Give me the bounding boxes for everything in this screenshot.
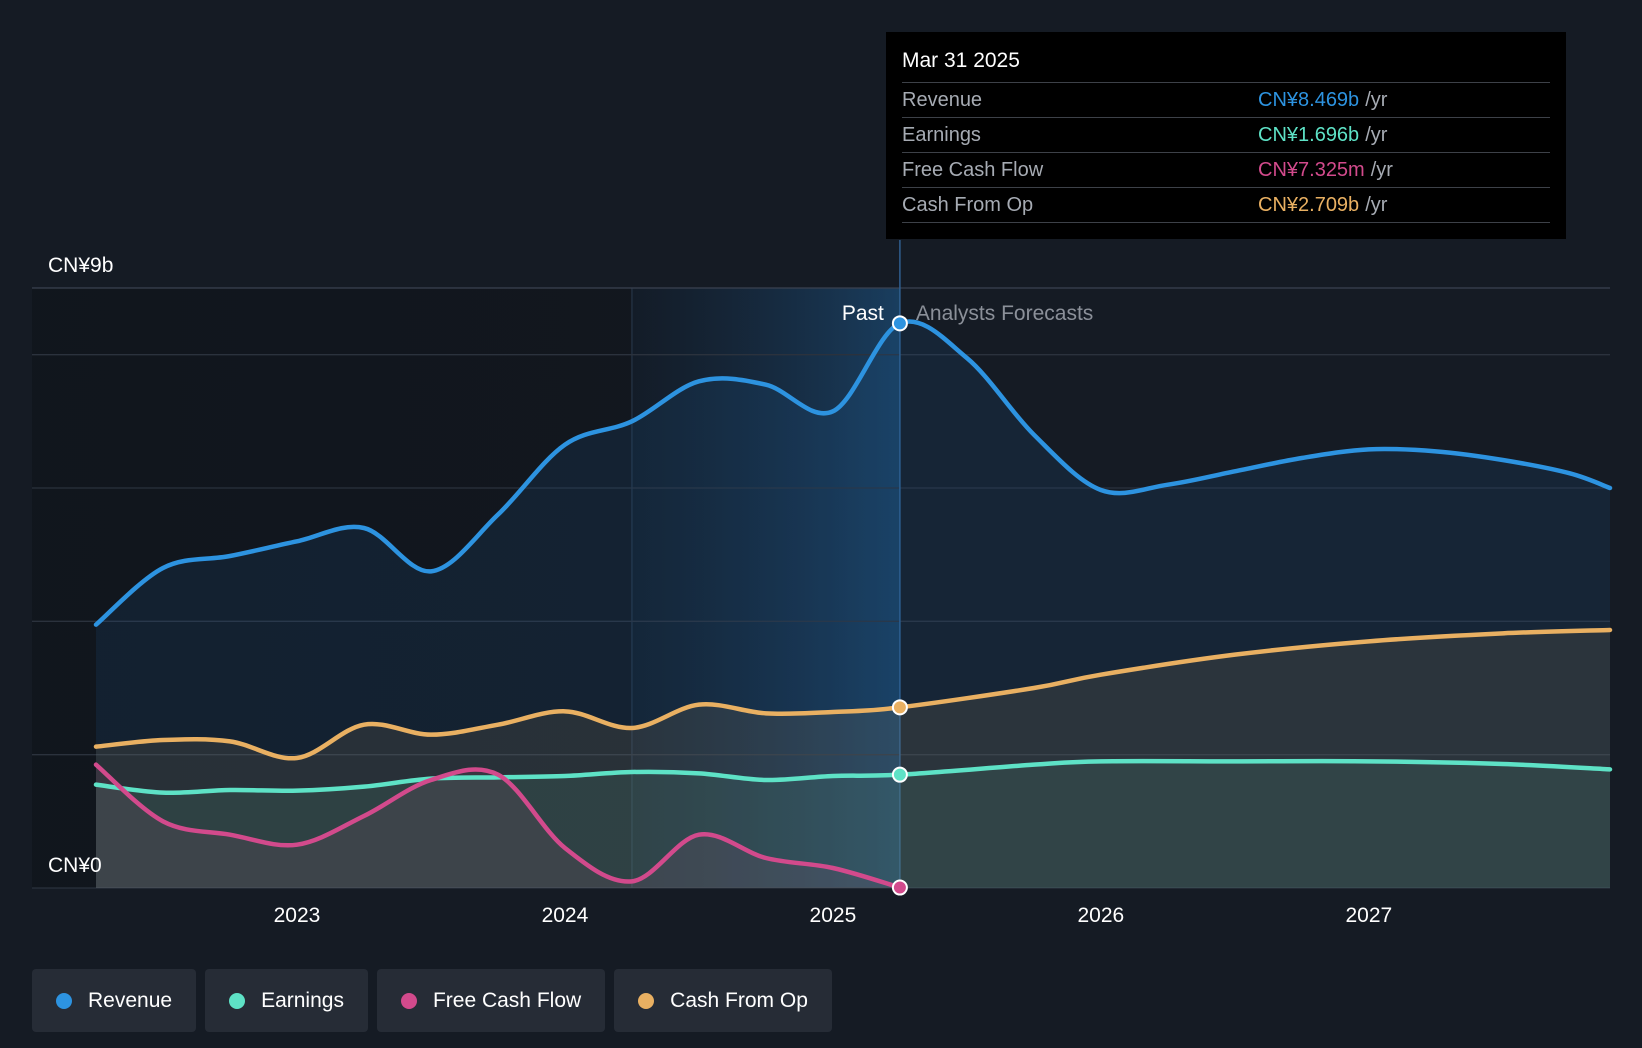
- x-tick-label: 2024: [542, 904, 589, 927]
- marker-revenue: [891, 315, 908, 332]
- legend-label: Earnings: [261, 988, 344, 1012]
- tooltip-unit: /yr: [1370, 159, 1393, 181]
- legend-item-revenue[interactable]: Revenue: [32, 969, 197, 1032]
- forecast-label: Analysts Forecasts: [916, 302, 1093, 325]
- tooltip-value: CN¥7.325m: [1258, 159, 1365, 181]
- line-free-cash-flow: [93, 762, 903, 890]
- revenue-dot-icon: [56, 992, 72, 1009]
- y-tick-label: CN¥0: [48, 854, 102, 877]
- tooltip-row-free-cash-flow: Free Cash Flow CN¥7.325m /yr: [902, 152, 1550, 187]
- marker-free-cash-flow: [891, 879, 908, 896]
- x-tick-label: 2027: [1345, 904, 1392, 927]
- area-revenue: [96, 321, 1610, 888]
- tooltip-unit: /yr: [1365, 194, 1388, 216]
- tooltip: Mar 31 2025 Revenue CN¥8.469b /yr Earnin…: [886, 32, 1566, 239]
- tooltip-unit: /yr: [1365, 124, 1388, 146]
- tooltip-label: Cash From Op: [902, 194, 1034, 216]
- area-free-cash-flow: [96, 764, 900, 888]
- x-tick-label: 2026: [1078, 904, 1125, 927]
- legend-label: Cash From Op: [670, 988, 808, 1012]
- legend-label: Free Cash Flow: [432, 988, 582, 1012]
- line-earnings: [93, 758, 1613, 796]
- legend-label: Revenue: [88, 988, 173, 1012]
- legend-item-cash-from-op[interactable]: Cash From Op: [614, 969, 832, 1032]
- tooltip-value: CN¥1.696b: [1258, 124, 1360, 146]
- tooltip-row-cash-from-op: Cash From Op CN¥2.709b /yr: [902, 187, 1550, 223]
- legend-item-free-cash-flow[interactable]: Free Cash Flow: [376, 969, 606, 1032]
- cash-from-op-dot-icon: [638, 992, 655, 1009]
- area-cash-from-op: [96, 630, 1610, 888]
- x-tick-label: 2023: [274, 904, 321, 927]
- tooltip-row-earnings: Earnings CN¥1.696b /yr: [902, 117, 1550, 152]
- tooltip-row-revenue: Revenue CN¥8.469b /yr: [902, 82, 1550, 117]
- x-tick-label: 2025: [810, 904, 857, 927]
- earnings-dot-icon: [229, 992, 246, 1009]
- legend-item-earnings[interactable]: Earnings: [205, 969, 368, 1032]
- tooltip-label: Earnings: [902, 124, 981, 146]
- tooltip-unit: /yr: [1365, 89, 1388, 111]
- tooltip-label: Revenue: [902, 89, 983, 111]
- past-label: Past: [842, 302, 884, 325]
- tooltip-label: Free Cash Flow: [902, 159, 1044, 181]
- area-earnings: [96, 761, 1610, 888]
- marker-cash-from-op: [891, 699, 908, 716]
- tooltip-value: CN¥8.469b: [1258, 89, 1360, 111]
- free-cash-flow-dot-icon: [400, 992, 417, 1009]
- marker-earnings: [891, 766, 908, 783]
- line-cash-from-op: [93, 627, 1613, 761]
- tooltip-date: Mar 31 2025: [902, 49, 1020, 72]
- y-tick-label: CN¥9b: [48, 254, 113, 277]
- legend: Revenue Earnings Free Cash Flow Cash Fro…: [32, 969, 832, 1032]
- tooltip-value: CN¥2.709b: [1258, 194, 1360, 216]
- line-revenue: [93, 319, 1613, 627]
